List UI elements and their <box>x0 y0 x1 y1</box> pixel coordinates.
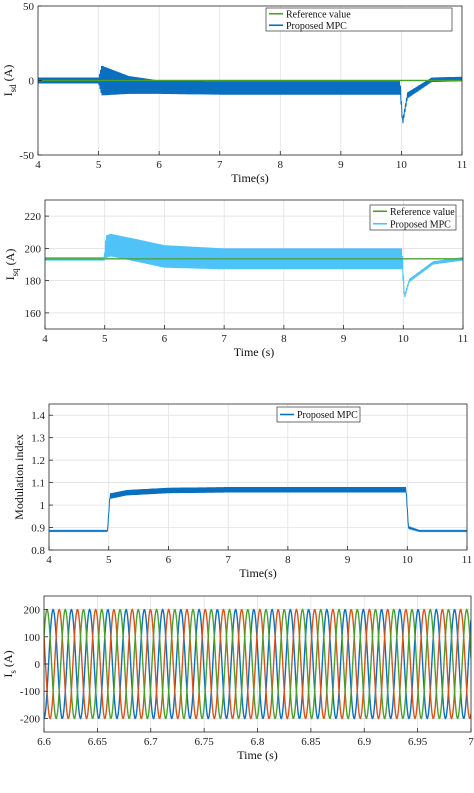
y-tick-label: 0 <box>35 659 41 671</box>
y-tick-label: 100 <box>24 632 41 644</box>
series-group <box>44 608 471 720</box>
plot-area <box>49 404 467 550</box>
x-axis-label: Time(s) <box>239 566 277 580</box>
legend-box <box>276 406 361 423</box>
axes-box <box>44 199 464 330</box>
chart-panel-1: 4 5 6 7 8 9 10 11 -50 0 50 Time(s) Isd (A) Reference … <box>1 1 467 185</box>
y-tick-label: 0.8 <box>31 545 45 557</box>
x-tick-label: 6.6 <box>37 736 51 748</box>
x-tick-label: 8 <box>285 554 291 566</box>
legend-entry: Reference value <box>390 207 455 218</box>
legend-entry: Reference value <box>286 9 351 20</box>
x-tick-label: 6.9 <box>357 736 371 748</box>
legend-entry: Proposed MPC <box>286 21 347 32</box>
x-tick-label: 6.95 <box>408 736 428 748</box>
x-tick-label: 6.8 <box>251 736 265 748</box>
x-tick-label: 9 <box>345 554 351 566</box>
x-tick-label: 9 <box>338 159 344 171</box>
x-tick-label: 8 <box>281 333 287 345</box>
x-tick-label: 6 <box>156 159 162 171</box>
y-tick-label: 1.2 <box>31 455 45 467</box>
x-axis-label: Time (s) <box>237 748 278 762</box>
series-line-phase-c <box>44 608 471 720</box>
x-tick-label: 7 <box>225 554 231 566</box>
x-tick-label: 5 <box>102 333 108 345</box>
x-tick-label: 6 <box>166 554 172 566</box>
y-tick-label: 1.4 <box>31 410 45 422</box>
x-tick-label: 7 <box>221 333 227 345</box>
series-band-proposed-mpc <box>38 65 462 124</box>
x-tick-label: 4 <box>42 333 48 345</box>
series-line-phase-a <box>44 608 471 720</box>
chart-panel-4: 6.6 6.65 6.7 6.75 6.8 6.85 6.9 6.95 7 -200 -100 0 10… <box>1 595 474 762</box>
y-tick-label: 160 <box>25 308 42 320</box>
x-tick-label: 9 <box>341 333 347 345</box>
x-tick-label: 10 <box>396 159 408 171</box>
series-band-proposed-mpc <box>49 487 467 533</box>
y-tick-label: 50 <box>23 1 35 13</box>
series-band-proposed-mpc <box>45 233 463 298</box>
chart-panel-2: 4 5 6 7 8 9 10 11 160 180 200 220 Time (s) Isq (A) Ref… <box>3 199 469 359</box>
x-tick-label: 6.75 <box>195 736 215 748</box>
x-axis-label: Time(s) <box>231 171 269 185</box>
series-group <box>38 65 462 124</box>
legend-entry: Proposed MPC <box>390 219 451 230</box>
series-group <box>49 487 467 533</box>
y-tick-label: -200 <box>20 713 41 725</box>
x-tick-label: 10 <box>402 554 414 566</box>
x-tick-label: 4 <box>35 159 41 171</box>
x-tick-label: 11 <box>458 333 469 345</box>
y-tick-label: 0 <box>29 76 35 88</box>
x-tick-label: 7 <box>217 159 223 171</box>
x-axis-label: Time (s) <box>234 345 275 359</box>
x-tick-label: 11 <box>457 159 468 171</box>
x-tick-label: 7 <box>468 736 474 748</box>
y-axis-label: Isd (A) <box>1 65 18 97</box>
legend-entry: Proposed MPC <box>297 410 358 421</box>
chart-panel-3: 4 5 6 7 8 9 10 11 0.8 0.9 1 1.1 1.2 1.3 1.4 Time(s) Modu… <box>12 403 473 580</box>
y-tick-label: 0.9 <box>31 523 45 535</box>
y-axis-label: Modulation index <box>12 434 26 520</box>
y-tick-label: 1 <box>40 500 46 512</box>
y-tick-label: 180 <box>25 276 42 288</box>
x-tick-label: 4 <box>46 554 52 566</box>
x-tick-label: 10 <box>398 333 410 345</box>
x-tick-label: 6 <box>162 333 168 345</box>
legend-box <box>369 204 457 231</box>
x-tick-label: 6.85 <box>301 736 321 748</box>
axes-box <box>48 403 468 551</box>
y-tick-label: 1.3 <box>31 433 45 445</box>
y-tick-label: 200 <box>24 605 41 617</box>
y-tick-label: -100 <box>20 686 41 698</box>
y-tick-label: 200 <box>25 243 42 255</box>
y-tick-label: 1.1 <box>31 478 45 490</box>
series-group <box>45 233 463 298</box>
x-tick-label: 11 <box>462 554 473 566</box>
y-axis-label: Is (A) <box>1 650 18 677</box>
x-tick-label: 5 <box>96 159 102 171</box>
y-tick-label: -50 <box>19 150 34 162</box>
legend-box <box>265 7 453 32</box>
y-axis-label: Isq (A) <box>3 249 20 281</box>
x-tick-label: 5 <box>106 554 112 566</box>
x-tick-label: 6.7 <box>144 736 158 748</box>
x-tick-label: 8 <box>278 159 284 171</box>
x-tick-label: 6.65 <box>88 736 108 748</box>
y-tick-label: 220 <box>25 211 42 223</box>
